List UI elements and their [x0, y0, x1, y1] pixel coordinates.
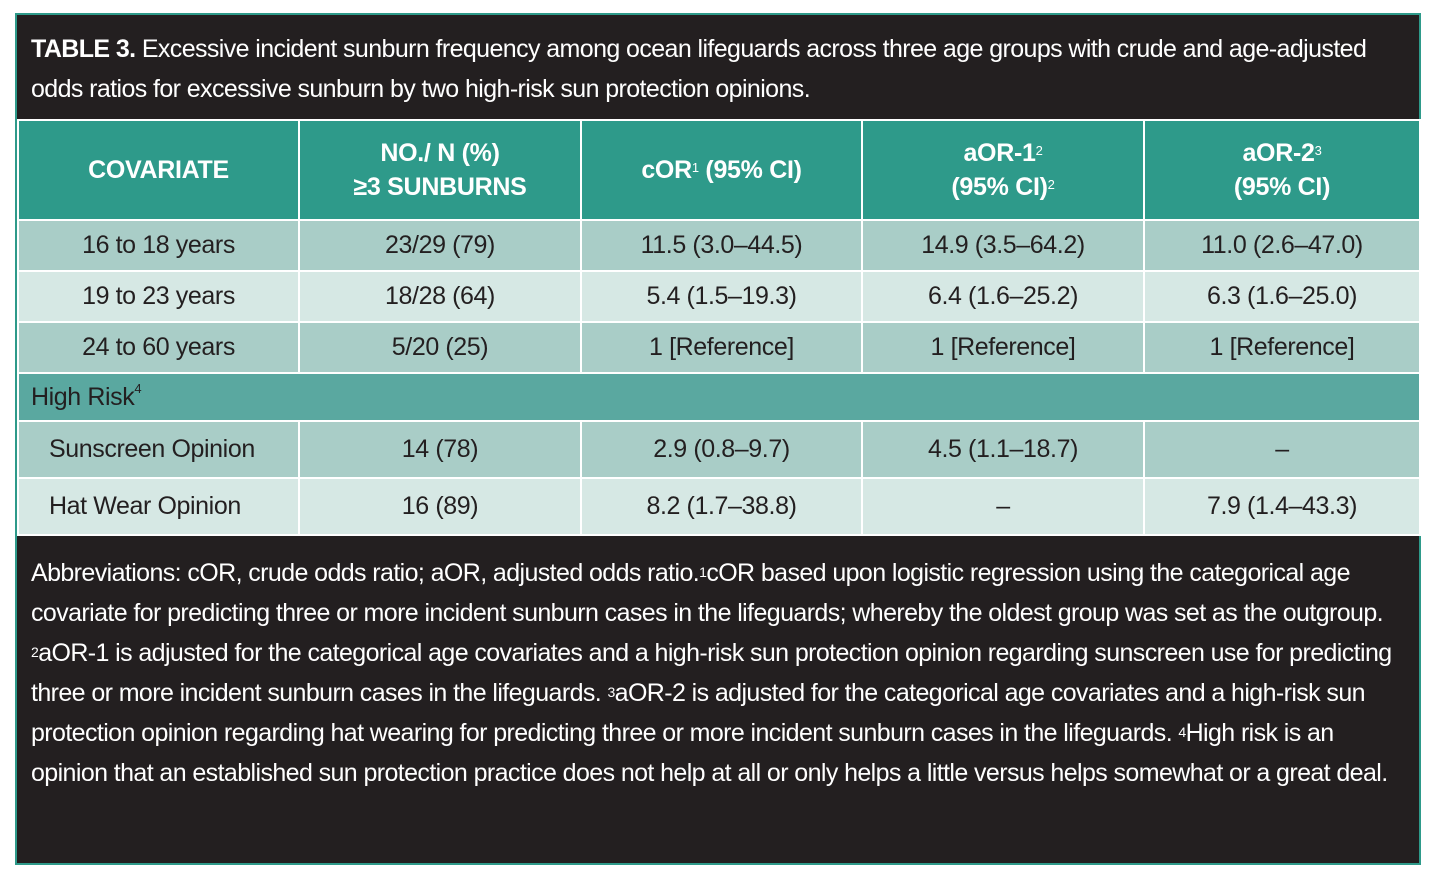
header-aor1-ci-sup: 2 — [1047, 177, 1055, 192]
cell-aor1: 6.4 (1.6–25.2) — [861, 270, 1145, 323]
table-row: 19 to 23 years 18/28 (64) 5.4 (1.5–19.3)… — [17, 270, 1421, 323]
cell-aor2: 1 [Reference] — [1143, 321, 1421, 374]
header-cor-sup: 1 — [691, 160, 699, 175]
footnote-4: High risk is an opinion that an establis… — [31, 719, 1388, 787]
cell-aor2: 6.3 (1.6–25.0) — [1143, 270, 1421, 323]
header-count: NO./ N (%) ≥3 SUNBURNS — [298, 119, 582, 221]
header-row: COVARIATE NO./ N (%) ≥3 SUNBURNS cOR1 (95… — [17, 119, 1421, 221]
cell-cor: 11.5 (3.0–44.5) — [580, 219, 863, 272]
table-row: Sunscreen Opinion 14 (78) 2.9 (0.8–9.7) … — [17, 420, 1421, 479]
section-label-text: High Risk — [31, 382, 135, 411]
table-number: TABLE 3. — [31, 35, 136, 63]
header-cor: cOR1 (95% CI) — [580, 119, 863, 221]
footnote-3: aOR-2 is adjusted for the categorical ag… — [31, 679, 1366, 747]
footnote-marker-1: 1 — [699, 564, 707, 580]
table-footnote: Abbreviations: cOR, crude odds ratio; aO… — [31, 553, 1413, 793]
cell-cor: 8.2 (1.7–38.8) — [580, 477, 863, 536]
row-label: Sunscreen Opinion — [17, 420, 300, 479]
section-label-sup: 4 — [134, 380, 142, 396]
footnote-abbreviations: Abbreviations: cOR, crude odds ratio; aO… — [31, 559, 700, 587]
header-count-line1: NO./ N (%) — [380, 139, 500, 167]
header-cor-ci: (95% CI) — [698, 156, 802, 184]
header-aor2-sup: 3 — [1314, 143, 1322, 158]
cell-aor2: 11.0 (2.6–47.0) — [1143, 219, 1421, 272]
header-covariate: COVARIATE — [17, 119, 300, 221]
cell-aor2: 7.9 (1.4–43.3) — [1143, 477, 1421, 536]
footnote-marker-2: 2 — [31, 644, 39, 660]
results-table: COVARIATE NO./ N (%) ≥3 SUNBURNS cOR1 (95… — [17, 119, 1421, 536]
cell-aor1: 4.5 (1.1–18.7) — [861, 420, 1145, 479]
cell-cor: 2.9 (0.8–9.7) — [580, 420, 863, 479]
footnote-marker-4: 4 — [1178, 724, 1186, 740]
cell-count: 5/20 (25) — [298, 321, 582, 374]
table-frame: TABLE 3. Excessive incident sunburn freq… — [15, 13, 1421, 865]
footnote-marker-3: 3 — [607, 684, 615, 700]
cell-cor: 1 [Reference] — [580, 321, 863, 374]
cell-count: 14 (78) — [298, 420, 582, 479]
section-label: High Risk4 — [17, 372, 1421, 422]
cell-count: 23/29 (79) — [298, 219, 582, 272]
cell-aor1: 1 [Reference] — [861, 321, 1145, 374]
footnote-1: cOR based upon logistic regression using… — [31, 559, 1384, 627]
cell-aor1: – — [861, 477, 1145, 536]
cell-aor1: 14.9 (3.5–64.2) — [861, 219, 1145, 272]
cell-count: 18/28 (64) — [298, 270, 582, 323]
header-aor1-text: aOR-1 — [963, 139, 1036, 167]
row-label: 16 to 18 years — [17, 219, 300, 272]
header-aor1-ci: (95% CI) — [951, 173, 1048, 201]
header-cor-text: cOR — [641, 156, 692, 184]
header-aor1-sup: 2 — [1035, 143, 1043, 158]
header-aor1: aOR-12 (95% CI)2 — [861, 119, 1145, 221]
section-row-high-risk: High Risk4 — [17, 372, 1421, 422]
header-aor2-text: aOR-2 — [1242, 139, 1315, 167]
cell-aor2: – — [1143, 420, 1421, 479]
row-label: 19 to 23 years — [17, 270, 300, 323]
header-aor2-ci: (95% CI) — [1233, 173, 1331, 201]
table-caption: TABLE 3. Excessive incident sunburn freq… — [31, 29, 1409, 109]
table-row: Hat Wear Opinion 16 (89) 8.2 (1.7–38.8) … — [17, 477, 1421, 536]
cell-count: 16 (89) — [298, 477, 582, 536]
row-label: 24 to 60 years — [17, 321, 300, 374]
footnote-2: aOR-1 is adjusted for the categorical ag… — [31, 639, 1392, 707]
row-label: Hat Wear Opinion — [17, 477, 300, 536]
header-aor2: aOR-23 (95% CI) — [1143, 119, 1421, 221]
header-covariate-text: COVARIATE — [88, 156, 229, 184]
table-row: 24 to 60 years 5/20 (25) 1 [Reference] 1… — [17, 321, 1421, 374]
header-count-line2: ≥3 SUNBURNS — [353, 173, 527, 201]
caption-text: Excessive incident sunburn frequency amo… — [31, 35, 1367, 103]
cell-cor: 5.4 (1.5–19.3) — [580, 270, 863, 323]
table-row: 16 to 18 years 23/29 (79) 11.5 (3.0–44.5… — [17, 219, 1421, 272]
